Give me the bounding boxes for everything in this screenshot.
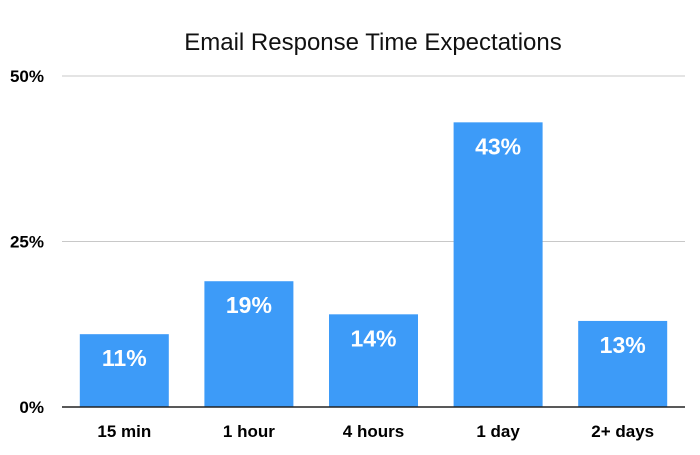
x-axis-ticks: 15 min 1 hour 4 hours 1 day 2+ days <box>97 422 654 441</box>
x-tick-label: 2+ days <box>591 422 654 441</box>
data-label: 11% <box>102 345 147 371</box>
y-tick-label: 50% <box>10 67 44 86</box>
x-tick-label: 4 hours <box>343 422 404 441</box>
x-tick-label: 1 day <box>476 422 520 441</box>
data-label: 19% <box>226 292 272 318</box>
y-tick-label: 0% <box>19 398 44 417</box>
bar <box>204 281 294 407</box>
x-tick-label: 15 min <box>97 422 151 441</box>
data-label: 43% <box>475 133 521 159</box>
bar <box>79 334 169 407</box>
bar <box>578 320 668 407</box>
bar <box>453 122 543 407</box>
x-tick-label: 1 hour <box>223 422 275 441</box>
y-axis-ticks: 0% 25% 50% <box>10 67 44 417</box>
data-label: 14% <box>350 325 396 351</box>
chart-title: Email Response Time Expectations <box>184 29 562 56</box>
bar <box>329 314 418 407</box>
grid-lines <box>62 75 685 242</box>
data-label: 13% <box>600 332 646 358</box>
data-labels: 11% 19% 14% 43% 13% <box>102 133 646 371</box>
bars <box>79 122 668 407</box>
y-tick-label: 25% <box>10 233 44 252</box>
